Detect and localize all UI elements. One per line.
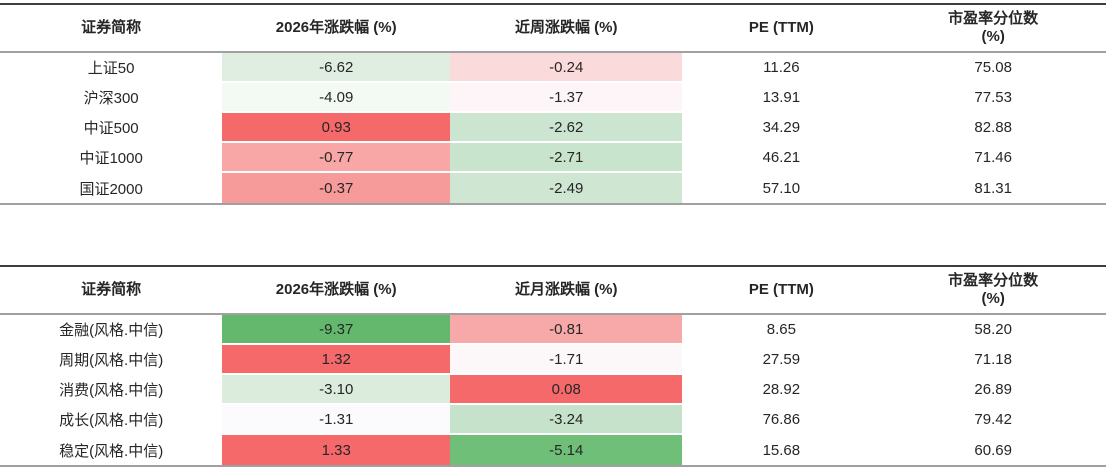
- column-header: 2026年涨跌幅 (%): [222, 5, 451, 53]
- value-cell: 0.93: [222, 113, 451, 143]
- column-header: 2026年涨跌幅 (%): [222, 267, 451, 315]
- column-header: PE (TTM): [682, 267, 881, 315]
- table-row: 上证50 -6.62 -0.24 11.26 75.08: [0, 53, 1106, 83]
- value-cell: -2.62: [450, 113, 683, 143]
- value-cell: 34.29: [682, 113, 881, 143]
- value-cell: 46.21: [682, 143, 881, 173]
- column-header: PE (TTM): [682, 5, 881, 53]
- table-row: 中证500 0.93 -2.62 34.29 82.88: [0, 113, 1106, 143]
- value-cell: -0.37: [222, 173, 451, 203]
- security-name-cell: 成长(风格.中信): [0, 405, 223, 435]
- security-name-cell: 消费(风格.中信): [0, 375, 223, 405]
- value-cell: 26.89: [880, 375, 1106, 405]
- value-cell: -5.14: [450, 435, 683, 465]
- value-cell: -2.71: [450, 143, 683, 173]
- column-header: 证券简称: [0, 5, 223, 53]
- table-row: 国证2000 -0.37 -2.49 57.10 81.31: [0, 173, 1106, 203]
- value-cell: -3.10: [222, 375, 451, 405]
- table-row: 稳定(风格.中信) 1.33 -5.14 15.68 60.69: [0, 435, 1106, 465]
- table-row: 成长(风格.中信) -1.31 -3.24 76.86 79.42: [0, 405, 1106, 435]
- value-cell: -6.62: [222, 53, 451, 83]
- value-cell: 79.42: [880, 405, 1106, 435]
- value-cell: 27.59: [682, 345, 881, 375]
- value-cell: -1.37: [450, 83, 683, 113]
- column-header: 近月涨跌幅 (%): [450, 267, 683, 315]
- table-body: 金融(风格.中信) -9.37 -0.81 8.65 58.20 周期(风格.中信) 1.3…: [0, 315, 1106, 465]
- value-cell: 57.10: [762, 179, 801, 197]
- broad-index-valuation-table: 证券简称 2026年涨跌幅 (%) 近周涨跌幅 (%) PE (TTM) 市盈率分位数 …: [0, 5, 1106, 203]
- column-header: 市盈率分位数 (%): [880, 267, 1106, 315]
- value-cell: 1.32: [222, 345, 451, 375]
- value-cell: 71.18: [880, 345, 1106, 375]
- value-cell: 11.26: [682, 53, 881, 83]
- security-name-cell: 中证1000: [0, 143, 223, 173]
- value-cell: 75.08: [880, 53, 1106, 83]
- table-header: 证券简称 2026年涨跌幅 (%) 近周涨跌幅 (%) PE (TTM) 市盈率分位数 …: [0, 5, 1106, 53]
- value-cell: -3.24: [450, 405, 683, 435]
- value-cell: 0.08: [450, 375, 683, 405]
- value-cell: -0.81: [450, 315, 683, 345]
- value-cell: 81.31: [974, 179, 1012, 197]
- style-index-valuation-table: 证券简称 2026年涨跌幅 (%) 近月涨跌幅 (%) PE (TTM) 市盈率分位数 …: [0, 267, 1106, 465]
- security-name-cell: 中证500: [0, 113, 223, 143]
- value-cell: -1.71: [450, 345, 683, 375]
- value-cell: -0.77: [222, 143, 451, 173]
- value-cell: -2.49: [450, 173, 683, 203]
- value-cell: 1.33: [222, 435, 451, 465]
- value-cell: 77.53: [880, 83, 1106, 113]
- value-cell: 76.86: [682, 405, 881, 435]
- column-header: 市盈率分位数 (%): [880, 5, 1106, 53]
- table-row: 消费(风格.中信) -3.10 0.08 28.92 26.89: [0, 375, 1106, 405]
- value-cell: -1.31: [222, 405, 451, 435]
- value-cell: 82.88: [880, 113, 1106, 143]
- value-cell: -0.24: [450, 53, 683, 83]
- value-cell: 28.92: [682, 375, 881, 405]
- security-name-cell: 上证50: [0, 53, 223, 83]
- style-index-valuation-section: 证券简称 2026年涨跌幅 (%) 近月涨跌幅 (%) PE (TTM) 市盈率分位数 …: [0, 265, 1106, 467]
- value-cell: 13.91: [682, 83, 881, 113]
- column-header: 证券简称: [0, 267, 223, 315]
- table-header: 证券简称 2026年涨跌幅 (%) 近月涨跌幅 (%) PE (TTM) 市盈率分位数 …: [0, 267, 1106, 315]
- value-cell: -9.37: [222, 315, 451, 345]
- security-name-cell: 金融(风格.中信): [0, 315, 223, 345]
- broad-index-valuation-section: 证券简称 2026年涨跌幅 (%) 近周涨跌幅 (%) PE (TTM) 市盈率分位数 …: [0, 3, 1106, 205]
- security-name-cell: 稳定(风格.中信): [59, 442, 164, 460]
- value-cell: 58.20: [880, 315, 1106, 345]
- header-row: 证券简称 2026年涨跌幅 (%) 近周涨跌幅 (%) PE (TTM) 市盈率分位数 …: [0, 5, 1106, 53]
- column-header: 近周涨跌幅 (%): [450, 5, 683, 53]
- security-name-cell: 国证2000: [79, 180, 143, 198]
- value-cell: 60.69: [974, 441, 1012, 459]
- table-row: 金融(风格.中信) -9.37 -0.81 8.65 58.20: [0, 315, 1106, 345]
- table-row: 周期(风格.中信) 1.32 -1.71 27.59 71.18: [0, 345, 1106, 375]
- value-cell: 15.68: [762, 441, 801, 459]
- table-body: 上证50 -6.62 -0.24 11.26 75.08 沪深300 -4.09 -1.37 1…: [0, 53, 1106, 203]
- value-cell: 8.65: [682, 315, 881, 345]
- header-row: 证券简称 2026年涨跌幅 (%) 近月涨跌幅 (%) PE (TTM) 市盈率分位数 …: [0, 267, 1106, 315]
- value-cell: 71.46: [880, 143, 1106, 173]
- security-name-cell: 周期(风格.中信): [0, 345, 223, 375]
- value-cell: -4.09: [222, 83, 451, 113]
- security-name-cell: 沪深300: [0, 83, 223, 113]
- table-row: 中证1000 -0.77 -2.71 46.21 71.46: [0, 143, 1106, 173]
- table-row: 沪深300 -4.09 -1.37 13.91 77.53: [0, 83, 1106, 113]
